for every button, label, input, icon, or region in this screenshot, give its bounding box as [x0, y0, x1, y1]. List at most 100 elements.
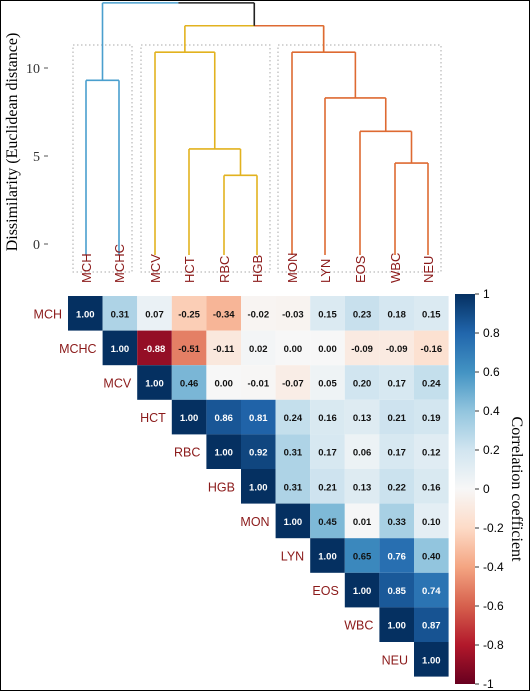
- heatmap-cell-value: 1.00: [145, 379, 164, 390]
- heatmap-cell: [241, 399, 276, 435]
- heatmap-cell: [379, 607, 414, 642]
- heatmap-cell-value: -0.03: [282, 309, 304, 320]
- heatmap-cell-value: 0.05: [318, 379, 337, 390]
- heatmap-cell: [68, 296, 103, 331]
- heatmap-cell: [206, 365, 241, 400]
- heatmap-cell: [275, 434, 311, 469]
- heatmap-cell: [310, 296, 345, 331]
- heatmap-cell-value: 0.24: [284, 413, 303, 424]
- heatmap-cell: [344, 365, 380, 400]
- heatmap-cell-value: 0.17: [387, 448, 406, 459]
- heatmap-row-label: HCT: [140, 411, 166, 425]
- heatmap-cell-value: -0.09: [351, 344, 373, 355]
- heatmap-cell: [344, 330, 380, 366]
- heatmap-cell: [379, 469, 414, 504]
- heatmap-cell: [414, 503, 449, 539]
- heatmap-cell-value: 0.20: [353, 379, 372, 390]
- heatmap-cell-value: 0.33: [387, 517, 406, 528]
- heatmap-cell: [206, 330, 241, 366]
- colorbar-tick-label: -0.6: [483, 599, 504, 613]
- heatmap-cell-value: 0.01: [353, 517, 372, 528]
- heatmap-cell: [310, 434, 345, 469]
- heatmap-cell: [275, 399, 311, 435]
- heatmap-cell: [137, 365, 172, 400]
- heatmap-cell: [206, 296, 241, 331]
- heatmap-cell-value: 0.74: [422, 586, 441, 597]
- colorbar-tick-label: 0.2: [483, 443, 500, 457]
- heatmap-cell-value: -0.16: [420, 344, 442, 355]
- heatmap-cell-value: 1.00: [249, 482, 268, 493]
- heatmap-cell: [344, 469, 380, 504]
- colorbar-label: Correlation coefficient: [508, 417, 525, 563]
- heatmap-cell: [344, 538, 380, 573]
- heatmap-cell-value: 0.12: [422, 448, 441, 459]
- heatmap-cell: [171, 330, 207, 366]
- dendro-leaf-label: WBC: [388, 253, 403, 283]
- heatmap-cell-value: 1.00: [180, 413, 199, 424]
- heatmap-cell-value: 0.65: [353, 552, 372, 563]
- heatmap-cell-value: 1.00: [422, 655, 441, 666]
- heatmap-cell: [344, 503, 380, 539]
- heatmap-row-label: WBC: [344, 619, 373, 633]
- heatmap-cell-value: 0.06: [353, 448, 372, 459]
- dendro-leaf-label: MCH: [79, 253, 94, 283]
- heatmap-row-label: EOS: [312, 584, 338, 598]
- heatmap-cell: [171, 296, 207, 331]
- heatmap-cell: [275, 330, 311, 366]
- heatmap-cell-value: 1.00: [214, 448, 233, 459]
- heatmap-cell-value: 0.02: [249, 344, 268, 355]
- dendro-leaf-label: HCT: [182, 256, 197, 283]
- heatmap-cell: [241, 365, 276, 400]
- heatmap-cell-value: 0.16: [318, 413, 337, 424]
- heatmap-cell: [171, 365, 207, 400]
- heatmap-cell-value: 0.07: [145, 309, 164, 320]
- heatmap-cell-value: 1.00: [76, 309, 95, 320]
- dendro-leaf-label: EOS: [353, 255, 368, 283]
- heatmap-row-label: LYN: [281, 550, 304, 564]
- heatmap-cell: [241, 469, 276, 504]
- colorbar: [455, 294, 475, 684]
- heatmap-cell: [379, 296, 414, 331]
- heatmap-cell: [379, 399, 414, 435]
- heatmap-cell-value: 1.00: [111, 344, 130, 355]
- heatmap-cell: [414, 572, 449, 608]
- colorbar-tick-label: 0.8: [483, 326, 500, 340]
- cluster-box: [277, 44, 442, 273]
- heatmap-cell-value: -0.11: [213, 344, 235, 355]
- heatmap-cell: [379, 434, 414, 469]
- heatmap-cell-value: -0.01: [247, 379, 269, 390]
- heatmap-cell-value: 0.15: [318, 309, 337, 320]
- dendro-leaf-label: RBC: [217, 256, 232, 283]
- heatmap-cell: [137, 296, 172, 331]
- heatmap-cell-value: 0.22: [387, 482, 406, 493]
- heatmap-cell-value: 0.18: [387, 309, 406, 320]
- heatmap-cell: [379, 572, 414, 608]
- dendro-leaf-label: MCV: [148, 254, 163, 283]
- heatmap-cell: [102, 296, 138, 331]
- heatmap-cell: [275, 365, 311, 400]
- y-tick-label: 0: [33, 238, 40, 253]
- heatmap-cell: [414, 607, 449, 642]
- colorbar-tick-label: 0.6: [483, 365, 500, 379]
- heatmap-row-label: MCH: [34, 307, 62, 321]
- heatmap-cell-value: -0.07: [282, 379, 304, 390]
- heatmap-cell: [379, 330, 414, 366]
- heatmap-cell: [102, 330, 138, 366]
- heatmap-cell: [379, 538, 414, 573]
- heatmap-cell-value: 0.24: [422, 379, 441, 390]
- heatmap-row-label: RBC: [174, 446, 200, 460]
- heatmap-cell-value: 0.13: [353, 482, 372, 493]
- heatmap-cell: [344, 296, 380, 331]
- heatmap-cell-value: 0.13: [353, 413, 372, 424]
- heatmap-row-label: MCV: [103, 377, 131, 391]
- y-tick-label: 10: [26, 62, 40, 77]
- heatmap-cell: [310, 503, 345, 539]
- heatmap-cell-value: 1.00: [387, 621, 406, 632]
- dendro-leaf-label: HGB: [250, 255, 265, 283]
- heatmap-cell-value: 0.00: [318, 344, 337, 355]
- dendro-leaf-label: MCHC: [112, 244, 127, 283]
- heatmap-cell: [137, 330, 172, 366]
- heatmap-cell: [275, 503, 311, 539]
- heatmap-cell-value: 0.15: [422, 309, 441, 320]
